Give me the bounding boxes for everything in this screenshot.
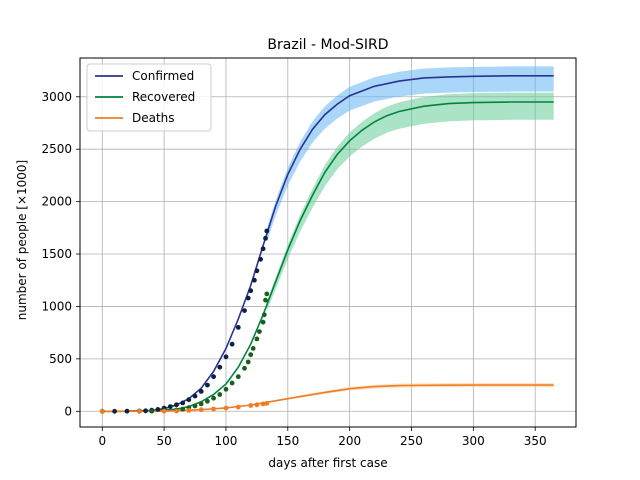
recovered-point <box>229 380 235 386</box>
recovered-point <box>242 365 247 371</box>
recovered-point <box>248 352 254 358</box>
x-tick-label: 200 <box>338 434 361 448</box>
confirmed-point <box>143 408 149 414</box>
y-tick-label: 1000 <box>41 299 72 313</box>
deaths-point <box>198 407 204 413</box>
recovered-line <box>102 101 554 413</box>
recovered-point <box>223 386 229 392</box>
recovered-point <box>254 336 260 342</box>
deaths-point <box>137 408 142 414</box>
confirmed-point <box>112 408 117 414</box>
confirmed-point <box>258 256 263 262</box>
recovered-point <box>192 403 198 409</box>
confirmed-point <box>186 397 192 403</box>
confirmed-point <box>254 268 260 274</box>
deaths-point <box>186 408 192 413</box>
recovered-point <box>149 408 155 414</box>
y-tick-label: 3000 <box>41 90 72 104</box>
chart-title: Brazil - Mod-SIRD <box>267 37 388 53</box>
confirmed-point <box>242 308 247 313</box>
recovered-point <box>205 398 210 404</box>
confirmed-point <box>229 341 235 347</box>
recovered-point <box>250 346 256 351</box>
confirmed-point <box>252 277 257 283</box>
deaths-point <box>223 405 229 411</box>
observed-points <box>99 228 270 414</box>
confirmed-point <box>223 354 229 360</box>
deaths-point <box>211 406 217 412</box>
y-tick-label: 0 <box>64 404 72 418</box>
recovered-point <box>211 395 217 401</box>
y-axis-label: number of people [×1000] <box>15 160 29 320</box>
x-tick-label: 50 <box>156 434 171 448</box>
legend-label-confirmed: Confirmed <box>132 69 194 83</box>
confirmed-point <box>167 404 173 409</box>
recovered-point <box>245 359 251 365</box>
y-tick-label: 500 <box>49 352 72 366</box>
confirmed-band <box>266 66 554 243</box>
deaths-point <box>161 408 167 414</box>
confirmed-point <box>174 402 179 408</box>
deaths-point <box>264 401 270 406</box>
y-axis-ticks: 0 500 1000 1500 2000 2500 3000 <box>41 90 80 418</box>
confirmed-point <box>235 325 241 330</box>
x-axis-ticks: 0 50 100 150 200 250 300 350 <box>98 427 547 448</box>
confirmed-point <box>248 288 254 294</box>
y-tick-label: 1500 <box>41 247 72 261</box>
x-tick-label: 0 <box>98 434 106 448</box>
confirmed-point <box>245 295 251 301</box>
confirmed-point <box>205 382 210 388</box>
recovered-point <box>217 392 223 397</box>
legend-label-deaths: Deaths <box>132 111 175 125</box>
x-axis-label: days after first case <box>268 456 387 470</box>
deaths-point <box>235 404 241 410</box>
deaths-point <box>254 402 260 408</box>
x-tick-label: 300 <box>462 434 485 448</box>
confirmed-point <box>264 228 270 234</box>
legend: Confirmed Recovered Deaths <box>86 63 212 132</box>
deaths-point <box>260 401 266 407</box>
confirmed-point <box>260 246 266 252</box>
legend-label-recovered: Recovered <box>132 90 195 104</box>
recovered-point <box>261 312 267 318</box>
y-tick-label: 2000 <box>41 195 72 209</box>
confirmed-point <box>124 408 130 414</box>
recovered-point <box>264 291 270 297</box>
deaths-point <box>248 403 254 408</box>
x-tick-label: 250 <box>400 434 423 448</box>
confirmed-point <box>198 389 204 394</box>
recovered-point <box>235 374 241 380</box>
recovered-point <box>260 319 266 325</box>
confirmed-point <box>180 400 186 406</box>
recovered-point <box>198 401 204 407</box>
confirmed-point <box>192 393 198 399</box>
recovered-band <box>266 92 554 312</box>
x-tick-label: 150 <box>276 434 299 448</box>
confirmed-point <box>211 374 217 380</box>
deaths-point <box>99 408 105 414</box>
confirmed-point <box>155 407 161 412</box>
recovered-point <box>180 406 186 412</box>
y-tick-label: 2500 <box>41 142 72 156</box>
axes-frame <box>79 57 577 428</box>
x-tick-label: 350 <box>524 434 547 448</box>
x-tick-label: 100 <box>215 434 238 448</box>
recovered-point <box>257 329 262 334</box>
axes-border <box>79 57 577 428</box>
confirmed-point <box>217 364 223 370</box>
recovered-point <box>263 297 268 303</box>
deaths-point <box>174 408 179 414</box>
confirmed-point <box>263 235 268 241</box>
legend-box <box>86 63 212 132</box>
